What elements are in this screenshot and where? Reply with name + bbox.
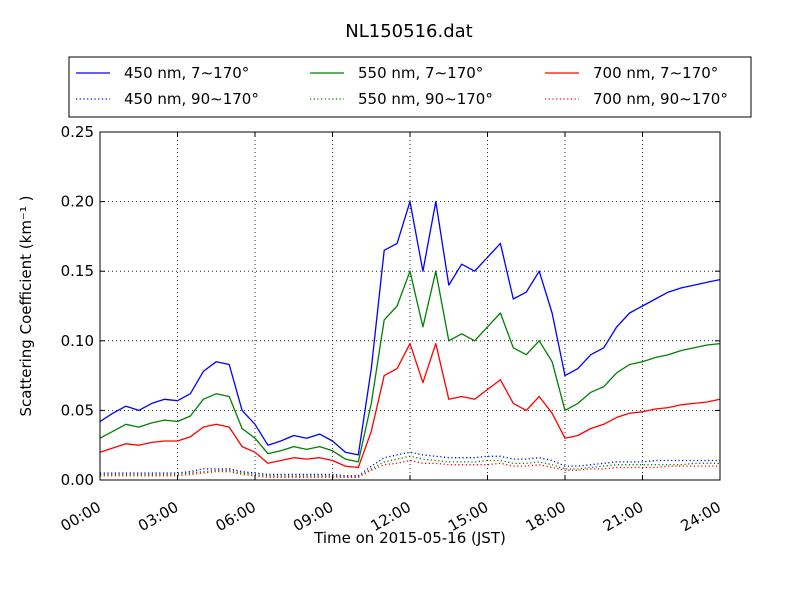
series-line-3 bbox=[100, 451, 720, 477]
tick-marks bbox=[99, 131, 721, 481]
series-line-0 bbox=[99, 200, 721, 456]
series-line-5 bbox=[100, 459, 720, 478]
x-tick-label: 21:00 bbox=[600, 498, 646, 535]
series-line-1 bbox=[99, 270, 721, 463]
y-tick-label: 0.05 bbox=[61, 401, 94, 419]
legend: 450 nm, 7∼170° 550 nm, 7∼170° 700 nm, 7∼17… bbox=[68, 56, 752, 118]
legend-label-2: 700 nm, 7∼170° bbox=[593, 64, 718, 82]
x-tick-label: 24:00 bbox=[678, 498, 724, 535]
series-line-4 bbox=[100, 455, 720, 478]
plot-area: 00:00 03:00 06:00 09:00 12:00 15:00 18:00 21:00… bbox=[58, 123, 724, 535]
plot-background bbox=[100, 132, 720, 480]
y-tick-label: 0.00 bbox=[61, 471, 94, 489]
series-line-2 bbox=[99, 342, 721, 469]
y-tick-label: 0.10 bbox=[61, 332, 94, 350]
legend-label-5: 700 nm, 90∼170° bbox=[593, 90, 728, 108]
legend-box bbox=[68, 56, 752, 118]
series-lines bbox=[99, 200, 721, 478]
x-tick-label: 06:00 bbox=[213, 498, 259, 535]
legend-label-1: 550 nm, 7∼170° bbox=[358, 64, 483, 82]
y-axis-label: Scattering Coefficient (km⁻¹ ) bbox=[17, 196, 35, 417]
legend-label-0: 450 nm, 7∼170° bbox=[124, 64, 249, 82]
y-tick-label: 0.25 bbox=[61, 123, 94, 141]
grid-lines bbox=[100, 132, 720, 480]
legend-label-3: 450 nm, 90∼170° bbox=[124, 90, 259, 108]
y-tick-labels: 0.00 0.05 0.10 0.15 0.20 0.25 bbox=[61, 123, 94, 489]
y-tick-label: 0.15 bbox=[61, 262, 94, 280]
legend-label-4: 550 nm, 90∼170° bbox=[358, 90, 493, 108]
x-tick-label: 00:00 bbox=[58, 498, 104, 535]
y-tick-label: 0.20 bbox=[61, 193, 94, 211]
x-tick-label: 18:00 bbox=[523, 498, 569, 535]
chart-title: NL150516.dat bbox=[345, 21, 472, 42]
x-tick-label: 03:00 bbox=[135, 498, 181, 535]
x-axis-label: Time on 2015-05-16 (JST) bbox=[313, 529, 506, 547]
